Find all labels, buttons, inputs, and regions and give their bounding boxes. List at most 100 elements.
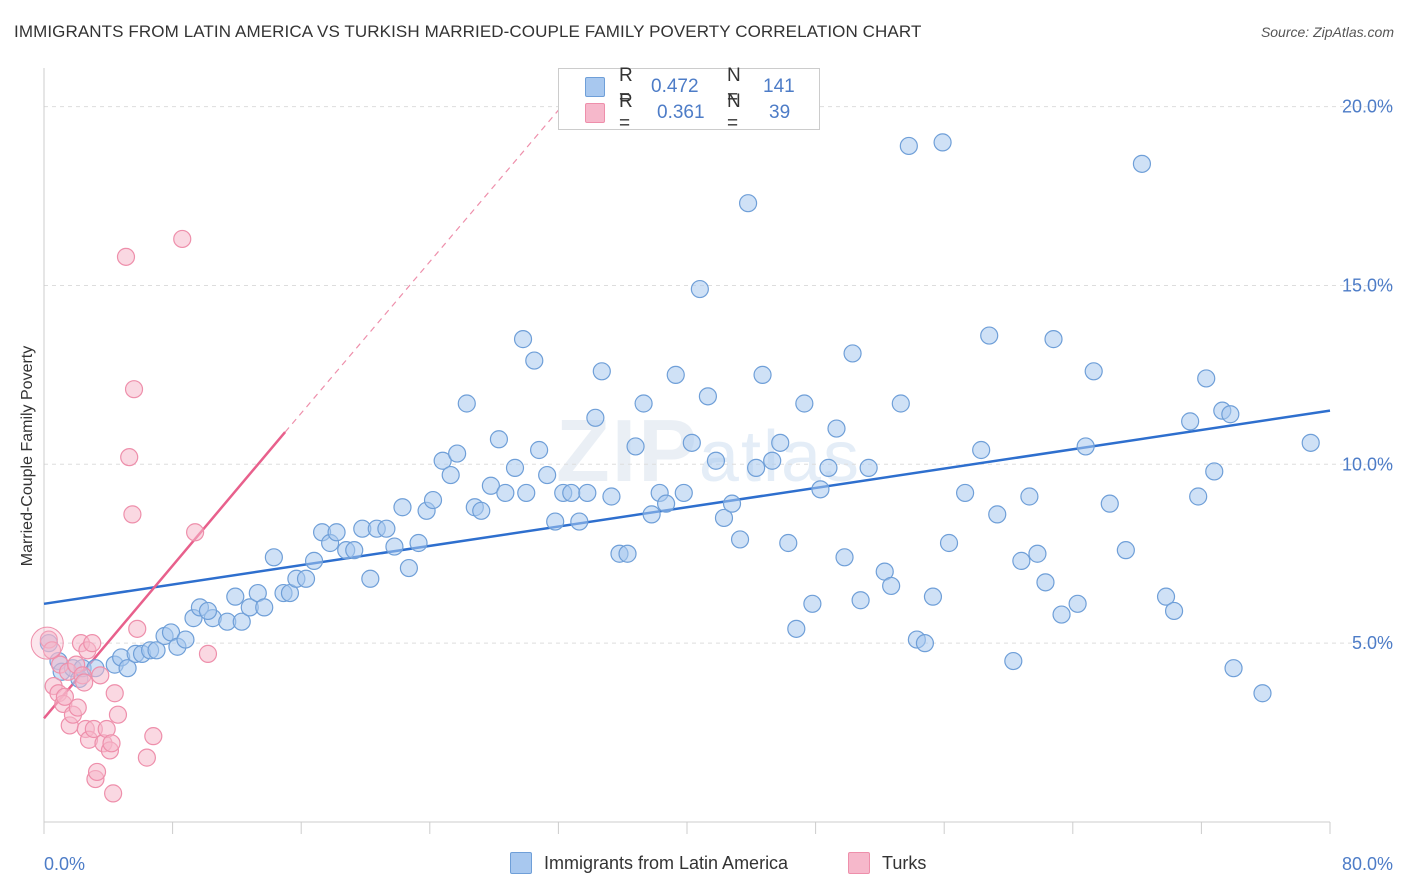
point-latin-america [1197, 369, 1216, 388]
axes [43, 68, 1331, 834]
point-latin-america [409, 533, 428, 553]
legend-r-value: 0.472 [651, 76, 699, 97]
point-latin-america [763, 451, 782, 470]
point-turks [104, 784, 123, 803]
point-latin-america [345, 541, 364, 560]
x-tick-label: 0.0% [44, 854, 85, 874]
point-latin-america [714, 508, 734, 528]
point-latin-america [634, 394, 653, 413]
tick-labels: 5.0% 10.0% 15.0% 20.0% 0.0% 80.0% [44, 97, 1393, 874]
bottom-legend-swatch-blue [510, 852, 532, 874]
point-latin-america [1205, 462, 1224, 481]
point-turks [173, 229, 192, 249]
point-latin-america [1004, 651, 1023, 671]
point-latin-america [592, 362, 611, 381]
point-latin-america [819, 458, 838, 477]
y-tick-label: 5.0% [1352, 633, 1393, 653]
point-latin-america [899, 136, 918, 156]
point-turks [144, 727, 163, 746]
point-turks [120, 448, 139, 467]
point-latin-america [1076, 437, 1095, 456]
point-latin-america [698, 387, 717, 406]
point-latin-america [513, 330, 533, 349]
point-latin-america [753, 365, 772, 384]
point-turks [105, 684, 124, 703]
point-latin-america [578, 483, 597, 503]
grid-lines [44, 106, 1394, 644]
point-turks [68, 698, 87, 717]
point-latin-america [423, 490, 443, 510]
point-latin-america [666, 365, 685, 384]
point-turks [91, 666, 110, 685]
point-latin-america [264, 548, 283, 567]
point-latin-america [457, 394, 476, 413]
point-latin-america [827, 419, 846, 438]
point-latin-america [1052, 605, 1071, 624]
point-latin-america [972, 440, 991, 460]
bottom-legend-turks: Turks [848, 852, 926, 874]
point-turks [137, 748, 156, 767]
point-latin-america [530, 440, 549, 460]
point-latin-america [1189, 487, 1208, 506]
point-latin-america [496, 483, 515, 503]
point-turks-cluster [30, 626, 64, 660]
bottom-legend-latin-america: Immigrants from Latin America [510, 852, 788, 874]
point-turks [83, 634, 102, 653]
point-latin-america [304, 551, 324, 570]
point-latin-america [795, 394, 814, 413]
point-turks [55, 687, 74, 706]
point-latin-america [517, 483, 536, 503]
point-latin-america [472, 501, 491, 520]
point-latin-america [433, 451, 452, 470]
point-latin-america [738, 194, 758, 213]
legend-n-label: N = [727, 91, 741, 134]
point-latin-america [682, 433, 701, 452]
point-latin-america [255, 598, 274, 617]
point-latin-america [525, 351, 544, 370]
point-latin-america [361, 569, 380, 588]
point-latin-america [1100, 494, 1119, 513]
point-latin-america [915, 634, 935, 653]
point-latin-america [448, 444, 467, 463]
trendline-latin-america [43, 409, 1331, 606]
point-latin-america [1084, 362, 1103, 381]
point-turks [128, 619, 147, 638]
x-tick-label: 80.0% [1342, 854, 1393, 874]
bottom-legend-label: Turks [882, 852, 927, 873]
point-latin-america [787, 619, 806, 638]
point-turks [124, 380, 144, 399]
data-points [30, 133, 1320, 803]
point-latin-america [489, 430, 509, 449]
legend-r-value: 0.361 [657, 102, 705, 123]
point-turks [102, 734, 121, 753]
point-latin-america [988, 505, 1007, 524]
point-latin-america [377, 519, 396, 538]
point-latin-america [882, 576, 901, 596]
point-turks [108, 705, 128, 724]
legend-r-label: R = [619, 65, 633, 108]
point-latin-america [891, 394, 910, 413]
point-latin-america [538, 465, 557, 485]
point-latin-america [923, 587, 943, 606]
point-latin-america [327, 523, 346, 542]
point-latin-america [1028, 544, 1047, 563]
point-latin-america [779, 533, 798, 553]
point-latin-america [1181, 412, 1200, 431]
legend-swatch-pink [585, 103, 605, 123]
point-latin-america [586, 408, 605, 427]
point-latin-america [570, 512, 589, 531]
point-latin-america [626, 437, 645, 456]
point-latin-america [1156, 587, 1176, 606]
point-latin-america [232, 612, 251, 631]
point-latin-america [176, 630, 195, 649]
point-latin-america [562, 483, 581, 503]
point-turks [186, 523, 205, 542]
point-latin-america [980, 326, 999, 345]
point-turks [198, 644, 218, 663]
point-latin-america [722, 494, 742, 513]
point-latin-america [771, 433, 790, 452]
point-latin-america [730, 530, 750, 549]
chart-title: IMMIGRANTS FROM LATIN AMERICA VS TURKISH… [14, 22, 922, 41]
point-latin-america [835, 548, 854, 567]
